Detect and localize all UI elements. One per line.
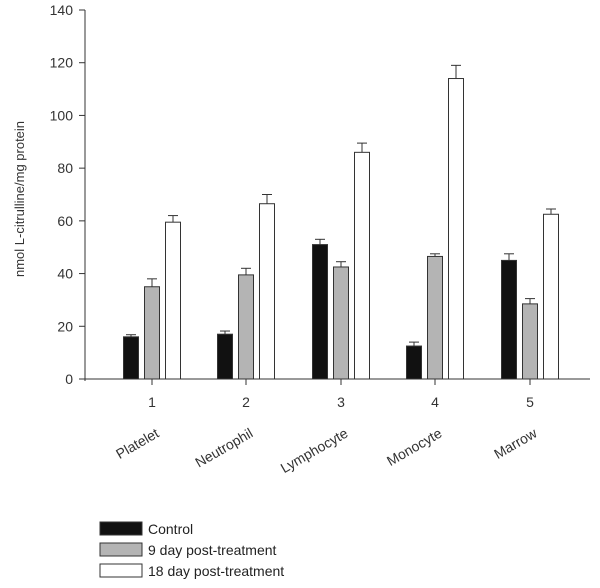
x-tick-label: 3	[337, 394, 345, 410]
y-tick-label: 80	[57, 160, 73, 176]
legend: Control 9 day post-treatment 18 day post-t…	[99, 521, 284, 579]
bar	[448, 78, 464, 380]
bar	[522, 303, 538, 380]
y-tick-label: 20	[57, 318, 73, 334]
x-tick-label: 4	[431, 394, 439, 410]
category-label: Platelet	[113, 425, 162, 462]
x-tick-label: 2	[242, 394, 250, 410]
legend-swatch	[99, 521, 143, 536]
y-tick-label: 60	[57, 213, 73, 229]
legend-swatch	[99, 542, 143, 557]
bar	[427, 255, 443, 380]
bar	[333, 266, 349, 380]
bar	[501, 259, 517, 380]
bar	[543, 213, 559, 380]
legend-label: 18 day post-treatment	[148, 563, 284, 579]
bar	[123, 336, 139, 380]
y-axis-title: nmol L-citrulline/mg protein	[12, 121, 27, 277]
y-tick-label: 40	[57, 266, 73, 282]
category-label: Monocyte	[384, 425, 445, 469]
bar	[406, 345, 422, 380]
y-tick-label: 100	[50, 107, 74, 123]
bar	[312, 244, 328, 380]
bar	[217, 333, 233, 380]
bar	[354, 151, 370, 380]
y-tick-label: 140	[50, 2, 74, 18]
plot-area: 0 20 40 60 80 100 120 140 1 Platelet 2 Neutrophil 3 L…	[50, 2, 590, 476]
bar	[259, 203, 275, 380]
legend-label: Control	[148, 521, 193, 537]
y-tick-label: 0	[65, 371, 73, 387]
category-label: Marrow	[491, 424, 540, 462]
x-tick-label: 1	[148, 394, 156, 410]
y-tick-label: 120	[50, 55, 74, 71]
category-label: Neutrophil	[192, 425, 255, 471]
bar	[238, 274, 254, 380]
x-tick-label: 5	[526, 394, 534, 410]
bar	[165, 221, 181, 380]
legend-label: 9 day post-treatment	[148, 542, 277, 558]
bar	[144, 286, 160, 380]
category-label: Lymphocyte	[278, 425, 351, 476]
legend-swatch	[99, 563, 143, 578]
